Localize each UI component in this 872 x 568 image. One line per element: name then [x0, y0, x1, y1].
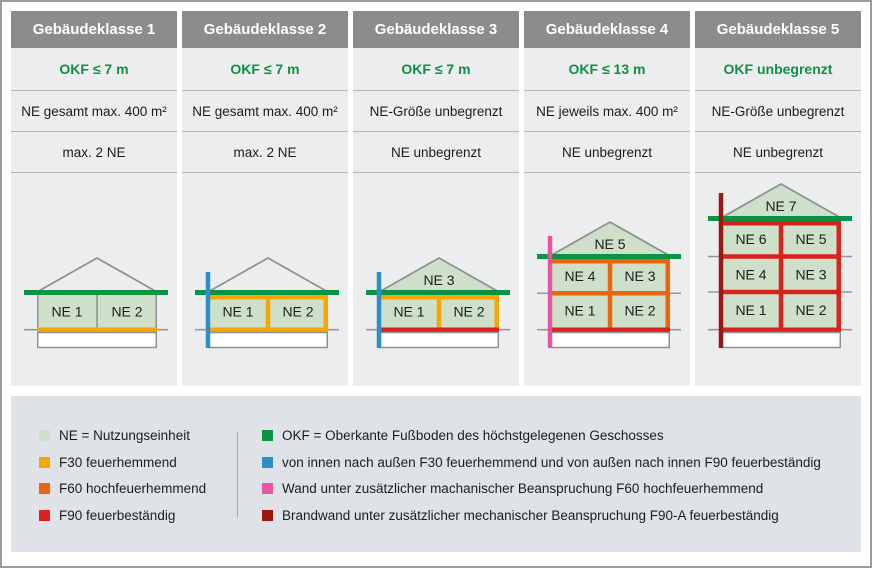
row-separator	[524, 131, 690, 132]
legend-item-f60: F60 hochfeuerhemmend	[39, 481, 206, 496]
legend-label: F60 hochfeuerhemmend	[59, 481, 207, 496]
row-separator	[524, 90, 690, 91]
legend-label: F30 feuerhemmend	[59, 454, 177, 470]
legend-label: OKF = Oberkante Fußboden des höchstgeleg…	[282, 428, 664, 443]
row-separator	[695, 90, 861, 91]
svg-text:NE 3: NE 3	[624, 268, 655, 284]
row-separator	[11, 90, 177, 91]
ne-size-value: NE-Größe unbegrenzt	[711, 103, 845, 119]
legend-item-brandwand: Brandwand unter zusätzlicher mechanische…	[262, 508, 821, 523]
row-separator	[695, 172, 861, 173]
okf-value: OKF ≤ 7 m	[59, 61, 129, 77]
svg-text:NE 6: NE 6	[735, 231, 766, 247]
row-separator	[695, 131, 861, 132]
ne-size-value: NE jeweils max. 400 m²	[536, 103, 678, 119]
house-svg-gk1: NE 1 NE 2	[24, 257, 168, 349]
svg-text:NE 1: NE 1	[393, 303, 424, 319]
building-class-table: Gebäudeklasse 1 OKF ≤ 7 m NE gesamt max.…	[11, 11, 861, 386]
legend-label: F90 feuerbeständig	[59, 507, 176, 523]
row-separator	[353, 90, 519, 91]
ne-count-value: NE unbegrenzt	[732, 144, 824, 160]
ne-count-value: max. 2 NE	[62, 144, 126, 160]
legend-item-okf: OKF = Oberkante Fußboden des höchstgeleg…	[262, 428, 821, 443]
legend-panel: NE = Nutzungseinheit F30 feuerhemmend F6…	[11, 396, 861, 552]
row-separator	[11, 131, 177, 132]
svg-text:NE 1: NE 1	[564, 302, 595, 318]
svg-text:NE 2: NE 2	[282, 303, 313, 319]
column-gebaeudeklasse-1: Gebäudeklasse 1 OKF ≤ 7 m NE gesamt max.…	[11, 11, 177, 386]
ne-size-value: NE-Größe unbegrenzt	[369, 103, 503, 119]
ne-count-value: max. 2 NE	[233, 144, 297, 160]
okf-value: OKF ≤ 7 m	[230, 61, 300, 77]
house-diagram-gk1: NE 1 NE 2	[11, 173, 177, 386]
ne-count-value: NE unbegrenzt	[561, 144, 653, 160]
house-diagram-gk4: NE 4 NE 3 NE 1 NE 2 NE 5	[524, 173, 690, 386]
column-title: Gebäudeklasse 1	[11, 11, 177, 48]
blue-wall-color-swatch	[262, 456, 273, 468]
pink-wall-color-swatch	[262, 483, 273, 494]
column-title: Gebäudeklasse 4	[524, 11, 690, 48]
column-gebaeudeklasse-4: Gebäudeklasse 4 OKF ≤ 13 m NE jeweils ma…	[524, 11, 690, 386]
svg-text:NE 1: NE 1	[735, 302, 766, 318]
svg-text:NE 1: NE 1	[51, 303, 82, 319]
legend-item-ne: NE = Nutzungseinheit	[39, 428, 206, 443]
house-svg-gk2: NE 1 NE 2	[195, 257, 339, 349]
okf-color-swatch	[262, 430, 273, 441]
legend-label: NE = Nutzungseinheit	[59, 428, 190, 443]
svg-text:NE 5: NE 5	[795, 231, 826, 247]
legend-label: Wand unter zusätzlicher machanischer Bea…	[282, 481, 764, 496]
okf-value: OKF ≤ 13 m	[568, 61, 646, 77]
ne-count-value: NE unbegrenzt	[390, 144, 482, 160]
house-diagram-gk2: NE 1 NE 2	[182, 173, 348, 386]
svg-text:NE 3: NE 3	[795, 266, 826, 282]
svg-text:NE 1: NE 1	[222, 303, 253, 319]
svg-text:NE 4: NE 4	[564, 268, 595, 284]
ne-color-swatch	[39, 430, 50, 441]
house-diagram-gk3: NE 1 NE 2 NE 3	[353, 173, 519, 386]
okf-value: OKF unbegrenzt	[723, 61, 833, 77]
row-separator	[353, 172, 519, 173]
svg-text:NE 2: NE 2	[453, 303, 484, 319]
row-separator	[182, 131, 348, 132]
svg-text:NE 2: NE 2	[111, 303, 142, 319]
house-svg-gk4: NE 4 NE 3 NE 1 NE 2 NE 5	[537, 221, 681, 349]
svg-text:NE 2: NE 2	[795, 302, 826, 318]
svg-text:NE 2: NE 2	[624, 302, 655, 318]
column-gebaeudeklasse-3: Gebäudeklasse 3 OKF ≤ 7 m NE-Größe unbeg…	[353, 11, 519, 386]
row-separator	[353, 131, 519, 132]
legend-group-left: NE = Nutzungseinheit F30 feuerhemmend F6…	[39, 428, 206, 523]
column-gebaeudeklasse-2: Gebäudeklasse 2 OKF ≤ 7 m NE gesamt max.…	[182, 11, 348, 386]
f60-color-swatch	[39, 483, 50, 494]
house-diagram-gk5: NE 6 NE 5 NE 4 NE 3 NE 1 NE 2 NE 7	[695, 173, 861, 386]
svg-text:NE 5: NE 5	[594, 236, 625, 252]
legend-label: von innen nach außen F30 feuerhemmend un…	[282, 454, 821, 470]
column-title: Gebäudeklasse 2	[182, 11, 348, 48]
svg-text:NE 7: NE 7	[765, 198, 796, 214]
legend-label: Brandwand unter zusätzlicher mechanische…	[282, 507, 779, 523]
ne-size-value: NE gesamt max. 400 m²	[192, 103, 338, 119]
row-separator	[524, 172, 690, 173]
svg-text:NE 3: NE 3	[423, 272, 454, 288]
legend-item-f90: F90 feuerbeständig	[39, 508, 206, 523]
row-separator	[182, 90, 348, 91]
ne-size-value: NE gesamt max. 400 m²	[21, 103, 167, 119]
row-separator	[182, 172, 348, 173]
legend-item-f30: F30 feuerhemmend	[39, 455, 206, 470]
legend-item-f30-f90-wall: von innen nach außen F30 feuerhemmend un…	[262, 455, 821, 470]
legend-divider	[237, 432, 238, 517]
legend-group-right: OKF = Oberkante Fußboden des höchstgeleg…	[262, 428, 821, 523]
okf-value: OKF ≤ 7 m	[401, 61, 471, 77]
column-title: Gebäudeklasse 3	[353, 11, 519, 48]
brandwand-color-swatch	[262, 509, 273, 521]
house-svg-gk3: NE 1 NE 2 NE 3	[366, 257, 510, 349]
legend-item-f60-wall: Wand unter zusätzlicher machanischer Bea…	[262, 481, 821, 496]
column-title: Gebäudeklasse 5	[695, 11, 861, 48]
svg-text:NE 4: NE 4	[735, 266, 766, 282]
column-gebaeudeklasse-5: Gebäudeklasse 5 OKF unbegrenzt NE-Größe …	[695, 11, 861, 386]
f30-color-swatch	[39, 456, 50, 468]
house-svg-gk5: NE 6 NE 5 NE 4 NE 3 NE 1 NE 2 NE 7	[708, 183, 852, 349]
row-separator	[11, 172, 177, 173]
f90-color-swatch	[39, 509, 50, 521]
